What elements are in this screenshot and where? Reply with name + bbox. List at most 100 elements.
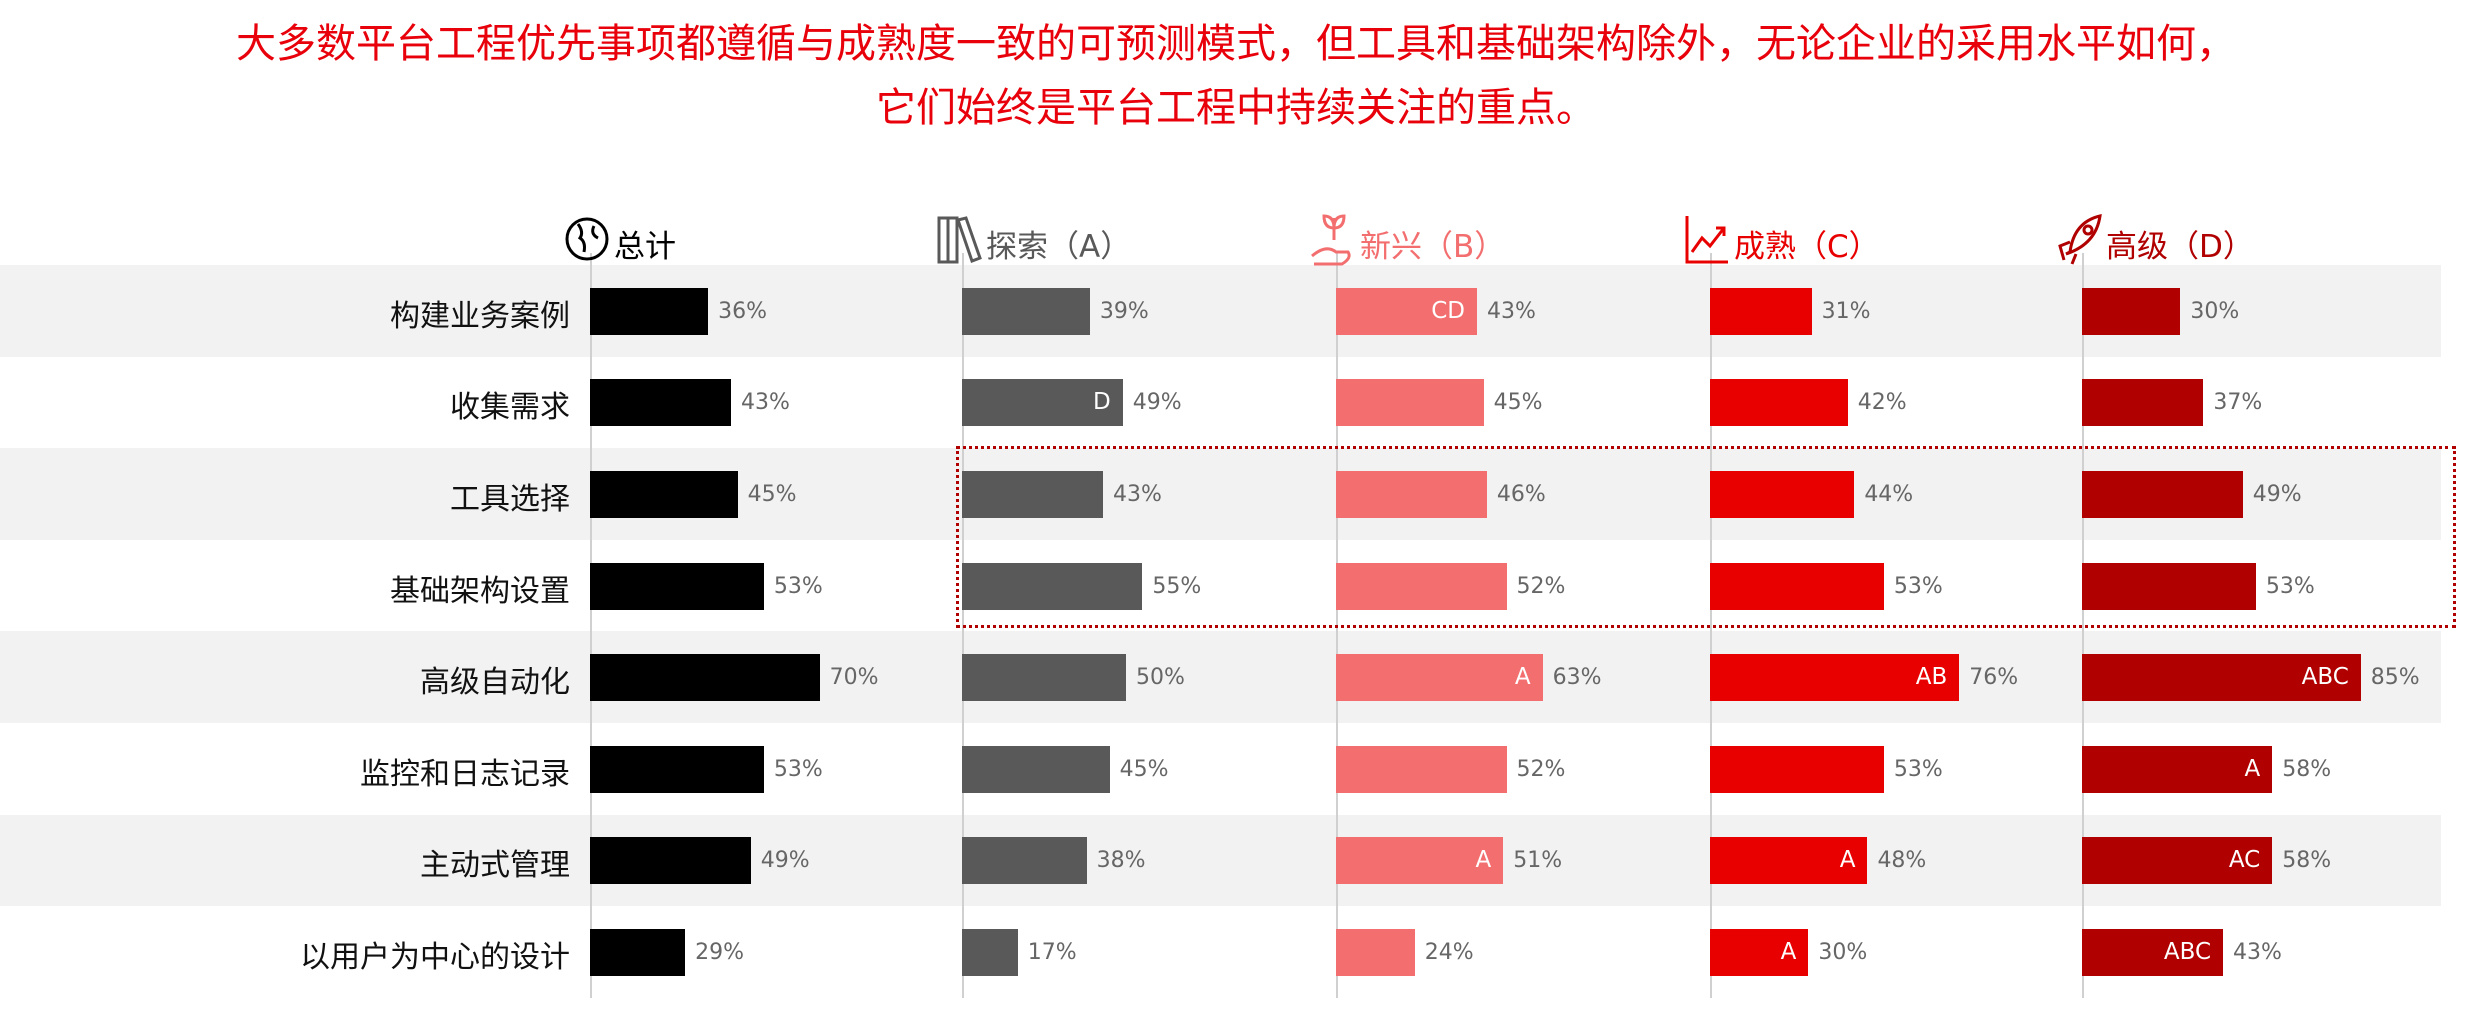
value-label: 39% (1099, 298, 1149, 324)
row-label: 监控和日志记录 (360, 756, 570, 792)
row-label: 构建业务案例 (390, 298, 570, 334)
value-label: 43% (2233, 940, 2282, 965)
series-name: 成熟（C） (1734, 229, 1880, 265)
series-name: 高级（D） (2106, 229, 2254, 265)
significance-label: A (1839, 847, 1856, 874)
bar (1710, 287, 1812, 335)
bar (1710, 654, 1960, 702)
significance-label: D (1093, 389, 1111, 416)
bar (2082, 562, 2256, 610)
bar (1336, 837, 1504, 885)
chart-title-line-2: 它们始终是平台工程中持续关注的重点。 (876, 85, 1596, 131)
series-name: 新兴（B） (1360, 229, 1506, 265)
bar (1710, 562, 1884, 610)
axis-line (590, 253, 592, 998)
series-name: 探索（A） (986, 229, 1132, 265)
series-name: 总计 (614, 229, 676, 265)
value-label: 52% (1516, 756, 1566, 782)
significance-label: A (1780, 939, 1797, 965)
row-stripe (0, 448, 2441, 540)
value-label: 49% (760, 848, 810, 874)
value-label: 37% (2213, 390, 2263, 416)
series-header: 高级（D） (2056, 212, 2254, 266)
globe-icon (565, 217, 609, 261)
bar (590, 745, 764, 793)
series-header: 总计 (564, 212, 676, 266)
bar (1710, 745, 1884, 793)
bar (590, 929, 686, 976)
value-label: 24% (1424, 940, 1474, 965)
bar (1336, 379, 1484, 427)
bar (2082, 837, 2273, 885)
value-label: 45% (1119, 756, 1169, 782)
bar (590, 471, 738, 518)
significance-label: ABC (2301, 664, 2349, 691)
value-label: 46% (1496, 482, 1546, 507)
bar (1336, 287, 1478, 335)
value-label: 58% (2282, 756, 2332, 782)
bar (962, 471, 1104, 518)
bar (590, 287, 709, 335)
value-label: 58% (2282, 848, 2332, 874)
row-label: 高级自动化 (420, 665, 570, 701)
significance-label: A (1514, 664, 1531, 691)
bar (962, 654, 1126, 702)
value-label: 55% (1152, 573, 1202, 599)
value-label: 53% (773, 573, 823, 599)
bar (2082, 745, 2273, 793)
bar (1710, 837, 1868, 885)
value-label: 53% (2265, 573, 2315, 599)
bar (1710, 379, 1848, 427)
value-label: 43% (1487, 298, 1536, 324)
growth-chart-icon (1685, 216, 1728, 264)
bar (1336, 929, 1415, 976)
bar (2082, 929, 2224, 976)
value-label: 30% (1818, 940, 1868, 965)
bar (1336, 654, 1543, 702)
value-label: 36% (718, 298, 767, 324)
bar (962, 929, 1018, 976)
value-label: 53% (1893, 573, 1943, 599)
value-label: 70% (829, 665, 879, 691)
value-label: 49% (1132, 390, 1182, 416)
significance-label: AB (1915, 664, 1948, 691)
value-label: 50% (1136, 665, 1185, 691)
row-stripe (0, 265, 2441, 357)
bar (590, 379, 732, 427)
significance-label: AC (2228, 847, 2261, 874)
value-label: 51% (1513, 848, 1563, 874)
highlight-box (956, 446, 2456, 628)
row-stripe (0, 631, 2441, 723)
books-icon (937, 216, 982, 264)
bar (2082, 287, 2181, 335)
significance-label: A (2244, 755, 2261, 782)
row-label: 工具选择 (450, 482, 570, 517)
value-label: 42% (1857, 390, 1907, 416)
row-label: 主动式管理 (420, 848, 570, 884)
series-header: 成熟（C） (1684, 212, 1880, 266)
bar (962, 562, 1143, 610)
value-label: 49% (2252, 482, 2302, 507)
row-stripe (0, 814, 2441, 907)
bar (590, 562, 764, 610)
series-header: 探索（A） (936, 212, 1131, 266)
value-label: 43% (1113, 482, 1162, 507)
value-label: 48% (1877, 848, 1927, 874)
value-label: 31% (1821, 298, 1871, 324)
value-label: 52% (1516, 573, 1566, 599)
bar (1336, 745, 1507, 793)
bar (2082, 379, 2204, 427)
row-label: 基础架构设置 (390, 573, 570, 609)
value-label: 30% (2190, 298, 2240, 324)
bar (2082, 654, 2361, 702)
value-label: 76% (1969, 665, 2019, 691)
value-label: 43% (741, 390, 790, 416)
value-label: 17% (1027, 940, 1077, 965)
value-label: 85% (2370, 665, 2420, 691)
value-label: 38% (1096, 848, 1146, 874)
bar (590, 837, 751, 885)
bar (1710, 471, 1855, 518)
bar (962, 837, 1087, 885)
bar (962, 287, 1090, 335)
